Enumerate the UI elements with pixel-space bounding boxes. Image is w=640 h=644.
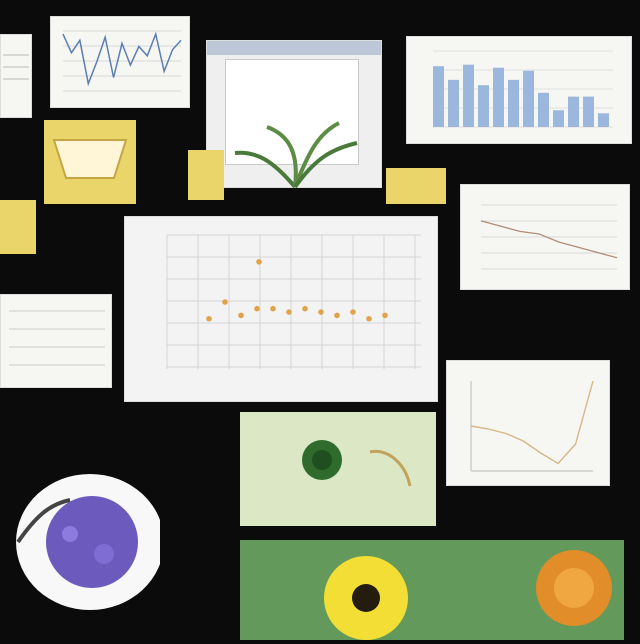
yellow-box-right [386, 168, 446, 204]
series-line [62, 31, 182, 87]
scatter-point [270, 305, 276, 312]
cell-illustration-panel [0, 462, 164, 612]
bar [598, 113, 609, 127]
left-mid-chart [9, 310, 105, 366]
plant-illustration [234, 121, 358, 189]
top-left-mini-panel [0, 34, 32, 118]
mini-chart-left [3, 54, 29, 80]
scatter-point [254, 305, 260, 312]
yellow-box-left-lower [0, 200, 36, 254]
scatter-point [286, 309, 292, 315]
bar-chart-panel [406, 36, 632, 144]
flower-illustration-panel [240, 540, 624, 640]
scatter-chart-panel [124, 216, 438, 402]
scatter-point [238, 312, 244, 319]
scatter-point [222, 299, 228, 305]
scatter-highlight-point [256, 259, 262, 265]
yellow-card-left [44, 120, 136, 204]
scatter-chart-center [166, 234, 421, 369]
dialog-panel [206, 40, 382, 189]
bar-chart-top-right [433, 50, 613, 128]
scatter-point [382, 312, 388, 319]
bar [553, 110, 564, 127]
right-line-chart-panel [460, 184, 630, 290]
bar [568, 96, 579, 127]
line-chart-panel [50, 16, 190, 108]
device-illustration [52, 139, 128, 179]
bar [493, 67, 504, 127]
bar [538, 92, 549, 127]
green-plant-panel [240, 412, 436, 526]
dialog-titlebar [207, 41, 381, 55]
cell-illustration [16, 474, 164, 610]
scatter-point [318, 309, 324, 315]
bar [478, 85, 489, 127]
left-mid-panel [0, 294, 112, 388]
scatter-point [302, 305, 308, 312]
line-chart-bottom-right [470, 380, 594, 472]
bar [583, 96, 594, 127]
yellow-icon-block [188, 150, 224, 200]
scatter-point [334, 312, 340, 319]
series-line [470, 380, 594, 465]
plant-micro-illustration [302, 440, 412, 487]
bar [463, 64, 474, 127]
flower-illustration [324, 550, 612, 640]
bar [508, 79, 519, 127]
scatter-point [366, 315, 372, 322]
bottom-right-line-chart-panel [446, 360, 610, 486]
bar [433, 66, 444, 127]
series-line [480, 220, 618, 259]
line-chart-right-mid [480, 204, 618, 270]
scatter-point [206, 315, 212, 322]
bar [448, 79, 459, 127]
scatter-point [350, 309, 356, 315]
line-chart-top-left [62, 30, 182, 92]
bar [523, 70, 534, 127]
